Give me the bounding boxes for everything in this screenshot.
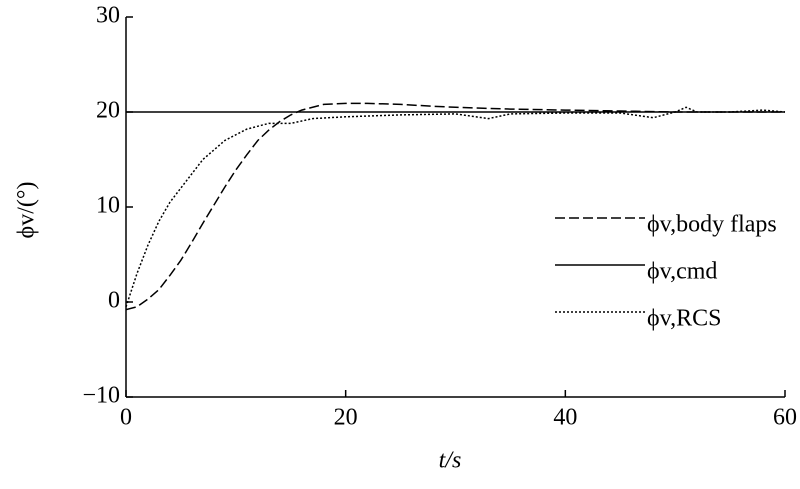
y-tick-label: −10: [82, 383, 120, 409]
x-tick-label: 20: [334, 405, 358, 431]
data-line: [125, 102, 785, 311]
y-axis-label: ϕv/(°): [14, 182, 40, 239]
x-axis-label: t/s: [439, 448, 462, 474]
y-tick-label: 10: [96, 193, 120, 219]
x-tick-label: 0: [120, 405, 132, 431]
y-tick-label: 30: [96, 3, 120, 29]
y-tick-label: 20: [96, 98, 120, 124]
legend-label: ϕv,RCS: [647, 306, 721, 332]
data-line: [125, 106, 786, 308]
x-tick-label: 60: [773, 405, 797, 431]
x-tick-label: 40: [553, 405, 577, 431]
y-tick-label: 0: [108, 288, 120, 314]
legend-label: ϕv,cmd: [647, 259, 717, 285]
legend-label: ϕv,body flaps: [647, 212, 777, 238]
